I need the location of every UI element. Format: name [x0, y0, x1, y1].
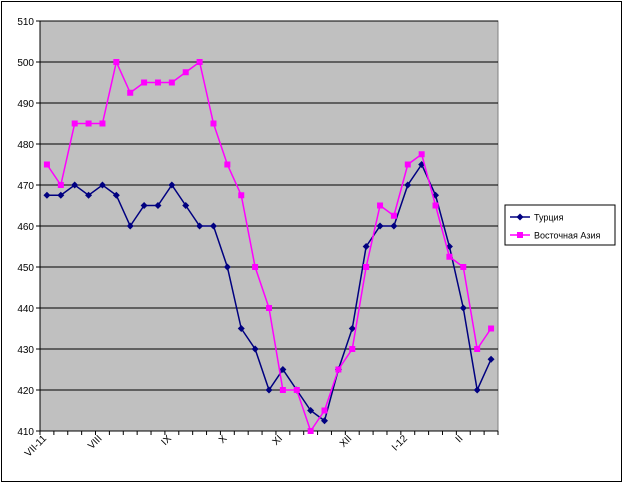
point: [224, 161, 231, 168]
point: [182, 202, 190, 209]
point: [362, 243, 370, 250]
point: [154, 79, 161, 86]
point: [85, 191, 93, 199]
point: [321, 407, 328, 414]
point: [168, 79, 175, 86]
point: [43, 191, 51, 199]
point: [154, 202, 162, 209]
point: [404, 161, 411, 168]
x-tick-label: II: [454, 433, 466, 445]
point: [98, 181, 106, 189]
point: [99, 120, 106, 127]
y-tick-label: 410: [17, 427, 34, 438]
y-tick-label: 450: [17, 263, 34, 274]
point: [210, 120, 217, 127]
legend-marker: [517, 232, 523, 238]
legend-box: [504, 204, 616, 246]
point: [404, 181, 412, 189]
point: [348, 325, 356, 332]
point: [307, 407, 315, 414]
point: [266, 305, 272, 311]
point: [487, 355, 495, 363]
point: [432, 202, 439, 209]
point: [43, 161, 50, 168]
point: [488, 325, 495, 332]
point: [279, 387, 286, 393]
point: [293, 387, 300, 393]
y-tick-label: 500: [17, 58, 34, 69]
point: [113, 59, 120, 65]
point: [474, 346, 481, 352]
y-tick-label: 440: [17, 304, 34, 315]
point: [349, 346, 356, 352]
y-tick-label: 470: [17, 181, 34, 192]
point: [418, 151, 425, 158]
y-tick-label: 420: [17, 386, 34, 397]
point: [112, 191, 120, 199]
point: [377, 202, 384, 209]
point: [141, 79, 148, 86]
point: [57, 191, 65, 199]
point: [390, 222, 398, 230]
point: [223, 263, 231, 271]
point: [71, 181, 79, 189]
point: [321, 417, 329, 425]
point: [238, 192, 245, 199]
y-tick-label: 460: [17, 222, 34, 233]
point: [460, 264, 467, 270]
point: [57, 182, 64, 188]
point: [459, 304, 467, 312]
point: [473, 386, 481, 394]
point: [446, 253, 453, 260]
point: [85, 120, 92, 127]
y-tick-label: 430: [17, 345, 34, 356]
y-tick-label: 490: [17, 99, 34, 110]
point: [237, 325, 245, 332]
point: [182, 69, 189, 76]
point: [251, 345, 259, 353]
point: [196, 222, 204, 230]
point: [252, 264, 259, 270]
point: [168, 181, 176, 189]
legend-label: Турция: [534, 213, 564, 223]
point: [127, 89, 134, 96]
point: [140, 202, 148, 209]
y-tick-label: 480: [17, 140, 34, 151]
point: [126, 222, 134, 230]
point: [390, 212, 397, 219]
point: [376, 222, 384, 230]
point: [335, 366, 342, 373]
point: [71, 120, 78, 127]
point: [279, 366, 287, 373]
point: [265, 386, 273, 394]
point: [196, 59, 203, 65]
point: [307, 428, 314, 434]
legend-marker: [516, 213, 524, 221]
y-tick-label: 510: [17, 17, 34, 28]
point: [363, 264, 370, 270]
point: [209, 222, 217, 230]
legend-label: Восточная Азия: [534, 231, 601, 241]
